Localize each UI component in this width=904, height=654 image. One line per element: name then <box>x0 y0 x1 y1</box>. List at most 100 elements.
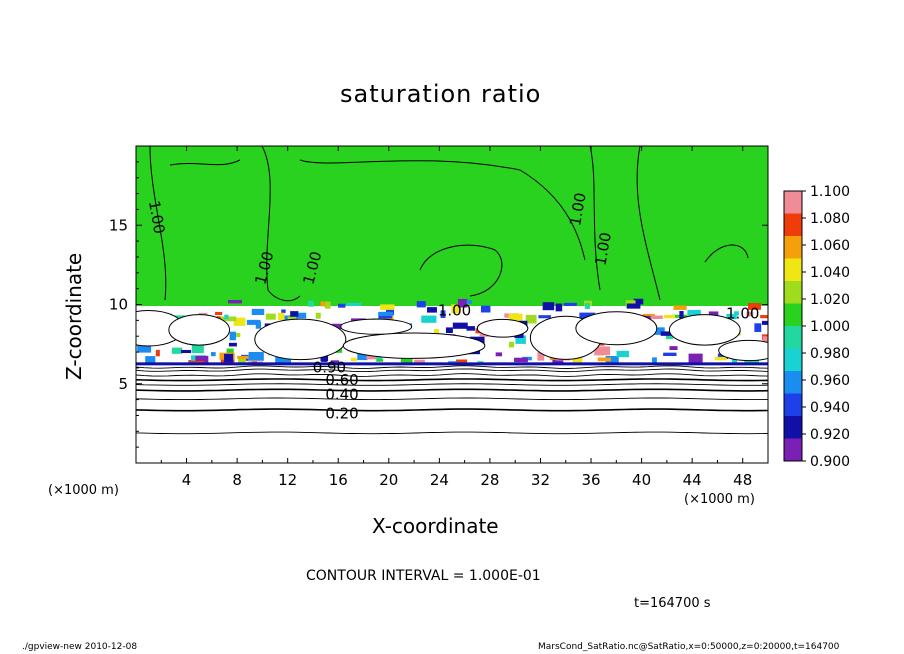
cloud-layer <box>136 298 768 463</box>
y-axis-ticks: 5 10 15 <box>109 161 768 448</box>
saturation-patch <box>525 314 537 324</box>
contour-interval-note: CONTOUR INTERVAL = 1.000E-01 <box>306 568 541 584</box>
contour-label: 1.00 <box>726 305 759 323</box>
footer-program-date: ./gpview-new 2010-12-08 <box>22 642 138 652</box>
saturation-patch <box>400 357 413 363</box>
saturation-patch <box>584 303 591 309</box>
colorbar-label: 1.060 <box>810 238 850 254</box>
y-tick-label: 15 <box>109 216 128 234</box>
colorbar-label: 1.000 <box>810 319 850 335</box>
saturation-patch <box>278 312 285 321</box>
colorbar-swatch <box>784 236 802 259</box>
saturation-patch <box>281 309 286 313</box>
x-tick-label: 4 <box>182 471 192 489</box>
x-axis-label: X-coordinate <box>372 514 499 538</box>
y-axis-label: Z-coordinate <box>62 252 86 380</box>
contour-label: 1.00 <box>591 231 615 267</box>
saturation-patch <box>191 344 204 354</box>
saturation-patch <box>440 310 446 318</box>
saturation-patch <box>508 313 523 323</box>
saturation-patch <box>451 304 461 314</box>
contour-line-1-00 <box>261 146 301 302</box>
saturation-patch <box>171 347 183 354</box>
saturation-patch <box>717 353 728 360</box>
saturation-patch <box>605 355 619 365</box>
saturation-patch <box>466 326 475 331</box>
saturation-patch <box>320 354 329 362</box>
saturation-patch <box>237 355 250 359</box>
saturation-patch <box>238 358 246 365</box>
saturation-patch <box>251 308 265 316</box>
x-tick-label: 44 <box>683 471 702 489</box>
saturation-patch <box>760 315 768 319</box>
x-axis-ticks: 4 8 12 16 20 24 28 32 36 40 44 48 <box>160 146 752 489</box>
saturation-patch <box>663 314 676 319</box>
saturation-patch <box>514 357 528 363</box>
colorbar-label: 0.920 <box>810 427 850 443</box>
saturation-patch <box>350 357 357 362</box>
contour-line-1-00 <box>589 146 601 291</box>
cloud-region <box>575 311 658 346</box>
x-tick-label: 8 <box>232 471 242 489</box>
saturation-patch <box>746 311 754 317</box>
saturation-patch <box>378 311 394 317</box>
y-tick-label: 5 <box>118 375 128 393</box>
contour-line-1-00 <box>636 146 661 301</box>
saturation-patch <box>331 323 344 329</box>
colorbar-swatch <box>784 191 802 214</box>
saturation-patch <box>660 331 676 336</box>
saturation-patch <box>229 331 236 341</box>
saturation-patch <box>754 323 762 332</box>
saturation-patch <box>626 303 641 309</box>
saturation-patch <box>762 336 768 345</box>
saturation-patch <box>509 341 515 348</box>
saturation-patch <box>155 349 160 357</box>
contour-label: 0.20 <box>325 404 358 422</box>
saturation-patch <box>376 358 384 362</box>
saturation-patch <box>665 334 674 340</box>
saturation-patch <box>307 300 314 307</box>
cloud-region <box>718 339 768 362</box>
upper-contour-lines <box>149 146 749 302</box>
colorbar-swatch <box>784 438 802 462</box>
x-tick-label: 36 <box>581 471 600 489</box>
saturation-patch <box>233 317 246 326</box>
cloud-region <box>254 318 347 361</box>
saturation-patch <box>597 357 612 362</box>
colorbar: 0.900 0.920 0.940 0.960 0.980 1.000 1.020 1.040… <box>783 184 850 470</box>
saturation-patch <box>457 298 468 308</box>
saturation-patch <box>215 311 223 316</box>
saturation-patch <box>275 356 292 364</box>
saturation-patch <box>647 315 663 320</box>
saturation-patch <box>538 315 551 319</box>
contour-label: 1.00 <box>145 199 169 235</box>
saturation-patch <box>594 346 604 356</box>
saturation-patch <box>708 311 719 316</box>
saturation-patch <box>688 353 703 363</box>
saturation-patch <box>714 356 727 361</box>
saturation-patch <box>555 303 563 312</box>
saturation-patch <box>290 311 299 317</box>
contour-line-1-00 <box>149 146 167 301</box>
saturation-patch <box>210 352 216 357</box>
saturation-patch <box>466 299 472 304</box>
contour-line-0.2 <box>136 408 768 412</box>
contour-line-0.9 <box>136 365 768 369</box>
saturation-patch <box>248 352 264 361</box>
subsaturated-region <box>136 364 768 463</box>
saturation-patch <box>456 359 468 365</box>
saturation-patch <box>224 314 229 320</box>
saturation-patch <box>515 335 526 344</box>
x-tick-label: 12 <box>278 471 297 489</box>
saturation-patch <box>669 346 678 351</box>
saturation-patch <box>357 351 368 361</box>
saturation-patch <box>315 312 321 319</box>
saturation-patch <box>598 346 611 356</box>
saturation-patch <box>744 357 760 367</box>
contour-label: 1.00 <box>438 301 471 319</box>
contour-line-0.8 <box>136 368 768 373</box>
contour-line-1-00 <box>419 244 503 297</box>
saturation-patch <box>366 354 377 360</box>
contour-line-1-00 <box>169 159 241 166</box>
contour-label: 1.00 <box>566 191 590 227</box>
